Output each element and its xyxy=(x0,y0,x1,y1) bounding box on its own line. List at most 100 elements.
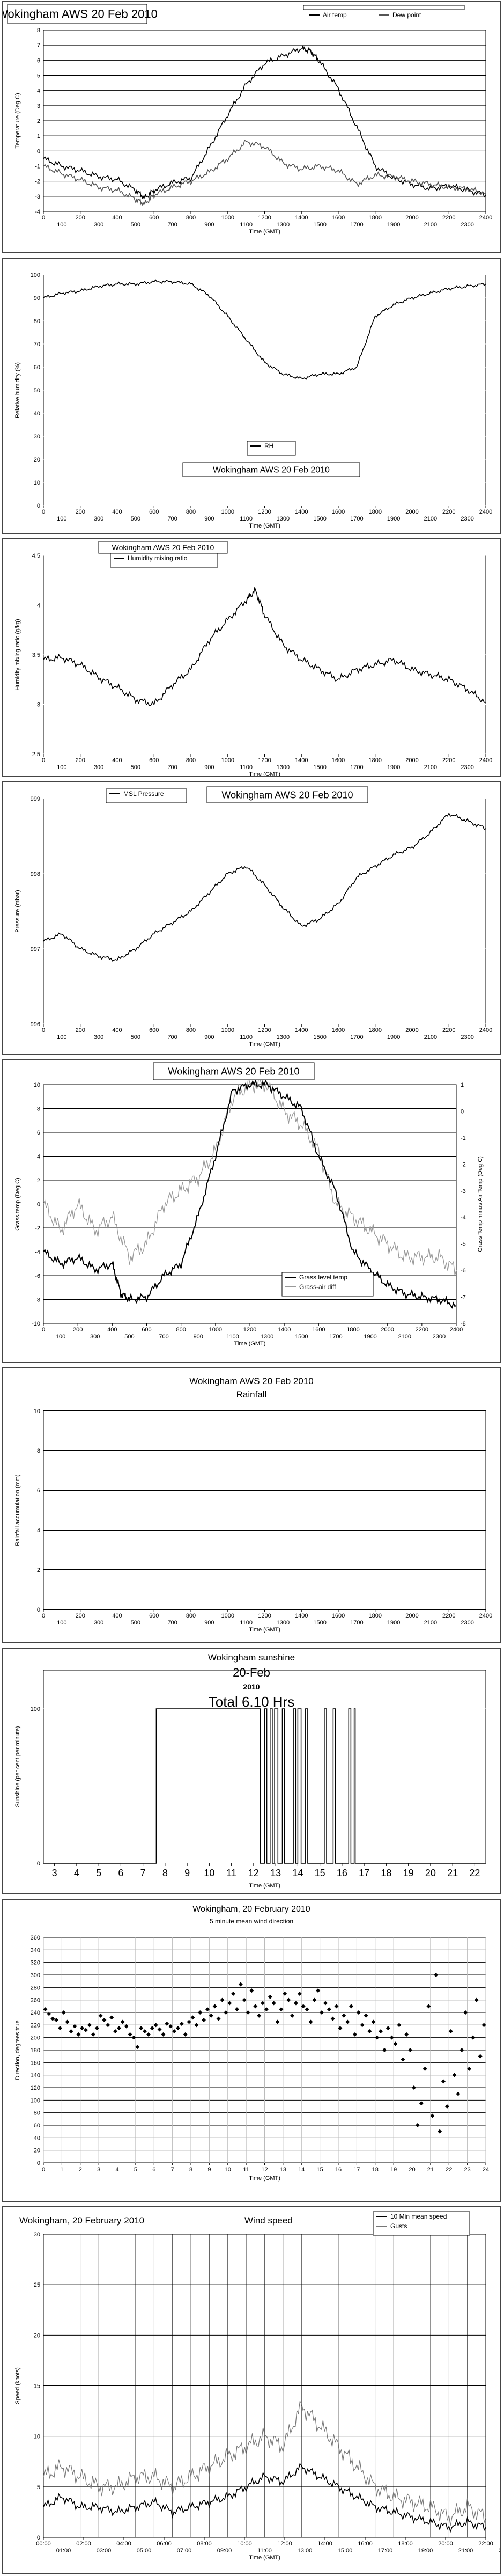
wind-direction-point xyxy=(448,2029,453,2033)
wind-direction-point xyxy=(242,1997,247,2002)
x-tick-label: 1000 xyxy=(209,1327,222,1333)
x-tick-label: 300 xyxy=(90,1334,100,1340)
y-tick-label: 4 xyxy=(37,1527,40,1534)
y-right-tick-label: -6 xyxy=(461,1268,466,1274)
wind-direction-point xyxy=(209,2013,213,2018)
x-tick-label: 8 xyxy=(189,2167,192,2173)
wind-direction-point xyxy=(312,1997,317,2002)
y-tick-label: 5 xyxy=(37,2484,40,2491)
x-tick-label: 1700 xyxy=(350,1034,363,1041)
wind-direction-point xyxy=(253,2004,258,2009)
x-tick-label: 1400 xyxy=(295,1027,308,1034)
y-axis-label: Humidity mixing ratio (g/kg) xyxy=(14,619,21,690)
wind-direction-point xyxy=(98,2013,103,2018)
y-tick-label: 40 xyxy=(34,411,40,417)
x-tick-label: 2400 xyxy=(479,1027,492,1034)
legend-label: RH xyxy=(264,442,273,450)
x-tick-label: 1500 xyxy=(313,1620,326,1626)
wind-direction-chart: 0204060801001201401601802002202402602803… xyxy=(14,1905,489,2182)
legend-box xyxy=(106,788,187,803)
x-tick-label: 20 xyxy=(409,2167,415,2173)
x-axis-label: Time (GMT) xyxy=(249,1883,280,1889)
wind-direction-point xyxy=(246,2010,250,2015)
y-tick-label: -1 xyxy=(35,164,40,170)
x-tick-label: 22 xyxy=(446,2167,452,2173)
x-tick-label: 0 xyxy=(42,1613,45,1619)
x-tick-label: 1500 xyxy=(313,516,326,522)
wind-direction-point xyxy=(401,2057,405,2062)
wind-direction-point xyxy=(283,1992,287,1996)
y-right-tick-label: 1 xyxy=(461,1082,464,1088)
wind-direction-point xyxy=(301,2004,306,2009)
wind-direction-point xyxy=(61,2010,66,2015)
x-tick-label: 21 xyxy=(447,1868,458,1878)
panel-pressure: 996 997 998 999 0 200 400 600 800 1000 1200 1400 160… xyxy=(2,781,501,1055)
y-right-tick-label: -2 xyxy=(461,1161,466,1168)
wind-direction-point xyxy=(183,2032,188,2037)
wind-direction-point xyxy=(234,2007,239,2012)
x-tick-label: 1800 xyxy=(369,215,382,221)
x-tick-label: 1600 xyxy=(332,757,345,764)
x-tick-label: 22:00 xyxy=(478,2541,493,2547)
pressure-chart: 996 997 998 999 0 200 400 600 800 1000 1200 1400 160… xyxy=(14,786,492,1048)
x-tick-label: 900 xyxy=(194,1334,203,1340)
x-tick-label: 16 xyxy=(337,1868,347,1878)
wind-direction-point xyxy=(297,1992,302,1996)
x-tick-label: 18:00 xyxy=(398,2541,413,2547)
wind-direction-point xyxy=(50,2016,55,2021)
x-tick-label: 300 xyxy=(94,1034,103,1041)
wind-direction-point xyxy=(65,2019,70,2024)
x-tick-label: 2400 xyxy=(479,757,492,764)
x-tick-label: 200 xyxy=(73,1327,83,1333)
chart-total: Total 6.10 Hrs xyxy=(209,1694,294,1710)
x-tick-label: 19:00 xyxy=(418,2548,433,2554)
x-axis-label: Time (GMT) xyxy=(249,523,280,529)
y-axis-label: Grass temp (Deg C) xyxy=(14,1177,21,1230)
wind-direction-point xyxy=(268,1994,272,1999)
wind-direction-point xyxy=(187,2019,191,2024)
y-tick-label: 6 xyxy=(37,57,40,64)
x-tick-label: 1400 xyxy=(295,1613,308,1619)
x-tick-label: 19 xyxy=(390,2167,397,2173)
y-tick-label: 5 xyxy=(37,73,40,79)
x-tick-label: 2000 xyxy=(381,1327,394,1333)
wind-direction-point xyxy=(415,2123,420,2127)
x-tick-label: 1800 xyxy=(369,509,382,515)
chart-title: Wokingham, 20 February 2010 xyxy=(19,2215,144,2226)
y-tick-label: 360 xyxy=(31,1935,40,1941)
x-tick-label: 14 xyxy=(298,2167,305,2173)
wind-direction-point xyxy=(330,2016,335,2021)
x-tick-label: 300 xyxy=(94,222,103,228)
wind-direction-point xyxy=(131,2035,136,2040)
y-tick-label: 7 xyxy=(37,42,40,49)
wind-direction-point xyxy=(408,2048,413,2052)
legend-label: Air temp xyxy=(323,11,347,19)
x-tick-label: 20:00 xyxy=(438,2541,453,2547)
y-tick-label: 40 xyxy=(34,2135,40,2141)
y-tick-label: 999 xyxy=(31,796,40,802)
y-right-tick-label: -3 xyxy=(461,1188,466,1195)
legend-box xyxy=(373,2211,470,2236)
wind-direction-point xyxy=(143,2029,147,2033)
wind-direction-point xyxy=(279,2007,284,2012)
wind-direction-point xyxy=(463,2010,468,2015)
chart-title: Wokingham AWS 20 Feb 2010 xyxy=(189,1376,314,1386)
x-tick-label: 1100 xyxy=(240,1620,253,1626)
x-axis-label: Time (GMT) xyxy=(249,229,280,235)
x-tick-label: 100 xyxy=(56,1334,65,1340)
y-tick-label: 0 xyxy=(37,1861,40,1867)
chart-subtitle: Wind speed xyxy=(244,2215,293,2226)
x-tick-label: 3 xyxy=(97,2167,100,2173)
y-tick-label: 0 xyxy=(37,2160,40,2167)
wind-direction-point xyxy=(293,2001,298,2006)
y-tick-label: 60 xyxy=(34,2123,40,2129)
x-tick-label: 08:00 xyxy=(197,2541,212,2547)
y-tick-label: -4 xyxy=(35,1249,40,1256)
x-tick-label: 500 xyxy=(131,516,140,522)
wind-direction-point xyxy=(109,2015,114,2020)
x-tick-label: 7 xyxy=(171,2167,174,2173)
wind-direction-point xyxy=(153,2023,158,2028)
wind-direction-point xyxy=(202,2018,206,2022)
x-tick-label: 15 xyxy=(315,1868,325,1878)
